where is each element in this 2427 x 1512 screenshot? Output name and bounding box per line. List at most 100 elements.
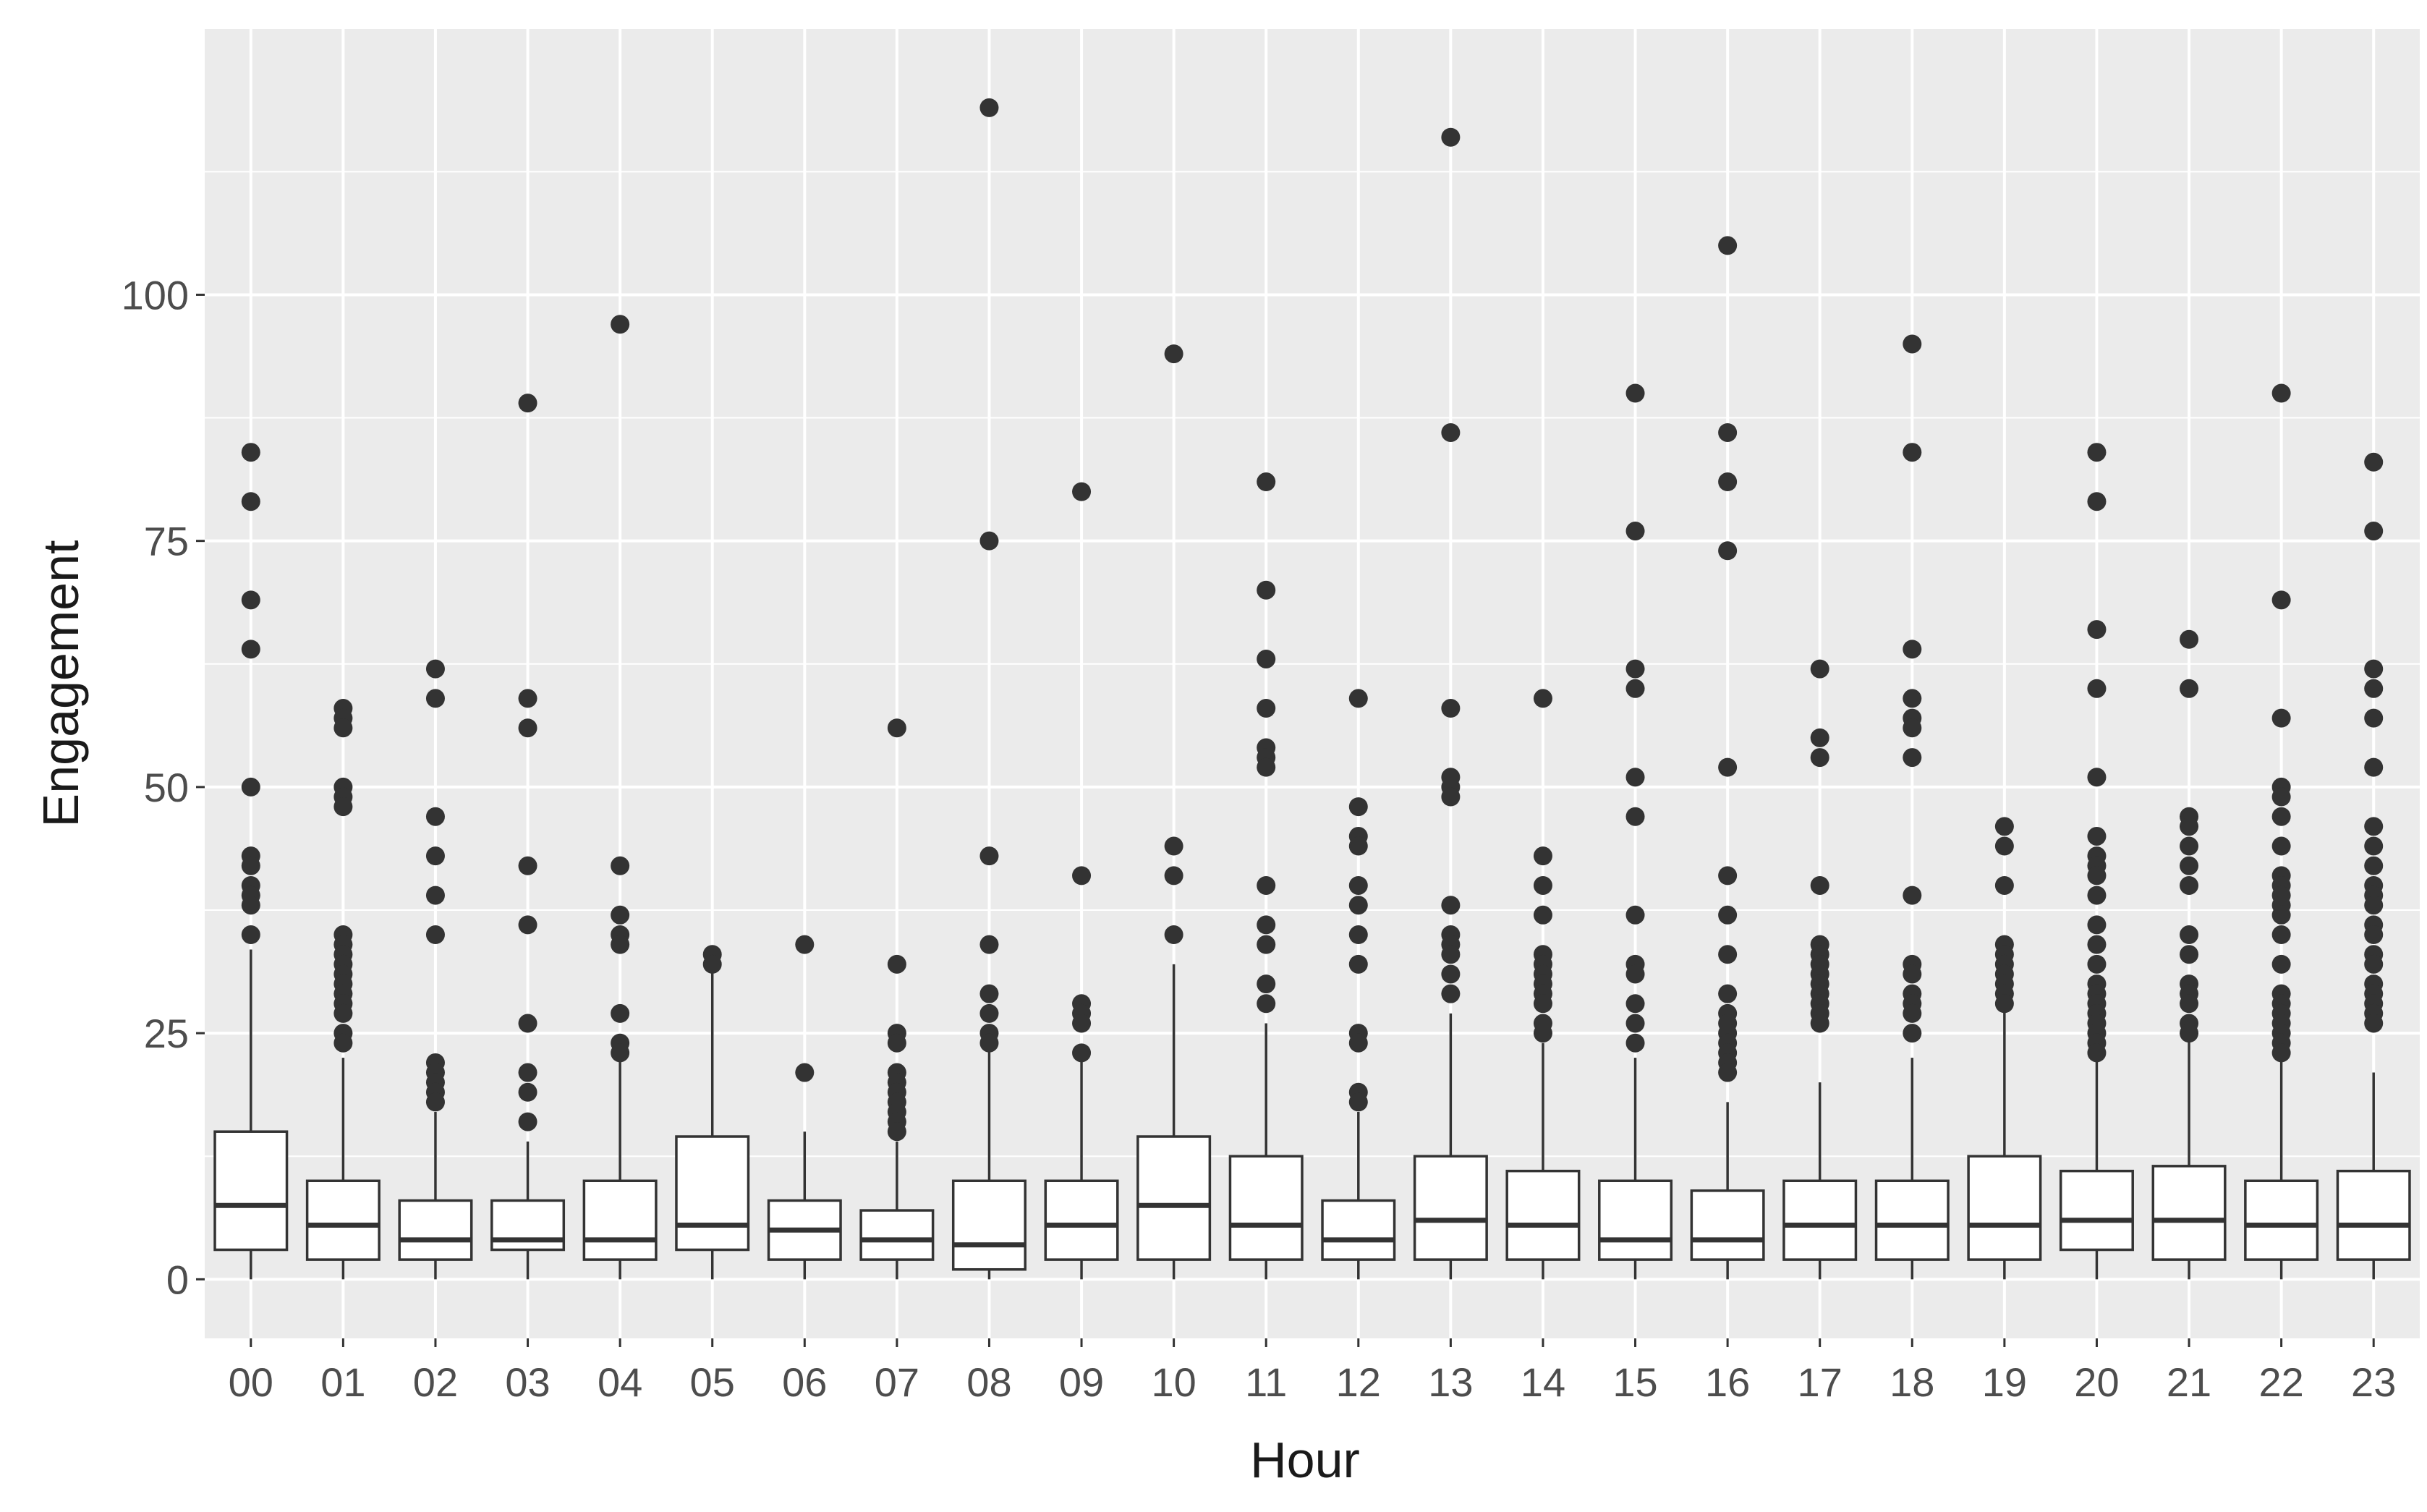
outlier-point [1072,866,1092,885]
box-hour-22 [2244,383,2319,1280]
x-tick-label: 11 [1245,1359,1287,1405]
outlier-point [2180,856,2199,875]
outlier-point [241,777,260,797]
outlier-point [611,905,630,925]
outlier-point [241,443,260,462]
outlier-point [1625,522,1645,541]
box-hour-21 [2151,629,2227,1280]
iqr-box [1598,1179,1673,1261]
x-tick-label: 03 [505,1359,550,1405]
box-hour-01 [305,699,381,1280]
outlier-point [887,718,906,738]
box-hour-20 [2059,443,2134,1280]
outlier-point [1718,945,1738,964]
outlier-point [1348,797,1368,817]
x-tick-label: 22 [2258,1359,2303,1405]
iqr-box [675,1135,750,1252]
outlier-point [1164,344,1183,364]
outlier-point [1348,1033,1368,1053]
outlier-point [2087,443,2107,462]
outlier-point [1441,984,1461,1003]
box-hour-11 [1228,472,1304,1280]
x-axis: 00 01 02 03 04 05 06 07 08 09 10 11 12 13 14 15 16 17 18 19… [229,1338,2396,1405]
outlier-point [2087,768,2107,787]
outlier-point [1164,925,1183,945]
outlier-point [1903,443,1922,462]
outlier-point [611,315,630,334]
outlier-point [1625,679,1645,698]
outlier-point [1903,1024,1922,1043]
outlier-point [2364,896,2384,915]
outlier-point [2087,954,2107,974]
outlier-point [425,1092,445,1112]
outlier-point [2087,1043,2107,1063]
iqr-box [2059,1169,2134,1252]
box-hour-03 [490,394,566,1280]
outlier-point [1441,422,1461,442]
box-hour-07 [859,718,935,1280]
outlier-point [1810,875,1829,895]
outlier-point [1164,836,1183,856]
outlier-point [2180,679,2199,698]
iqr-box [582,1179,658,1261]
outlier-point [1348,954,1368,974]
outlier-point [1625,905,1645,925]
outlier-point [2271,954,2291,974]
outlier-point [1625,1014,1645,1033]
iqr-box [1321,1199,1396,1261]
box-hour-23 [2336,452,2411,1280]
box-hour-16 [1690,236,1765,1280]
box-hour-17 [1782,659,1858,1280]
box-hour-08 [951,98,1027,1280]
outlier-point [2180,875,2199,895]
outlier-point [518,1063,537,1082]
outlier-point [1164,866,1183,885]
outlier-point [1625,807,1645,826]
box-hour-04 [582,315,658,1280]
box-hour-15 [1598,383,1673,1280]
outlier-point [1441,896,1461,915]
outlier-point [702,954,722,974]
x-tick-label: 18 [1890,1359,1934,1405]
x-tick-label: 04 [598,1359,642,1405]
outlier-point [2364,925,2384,945]
outlier-point [2364,659,2384,679]
outlier-point [1441,964,1461,984]
box-hour-13 [1413,127,1488,1280]
outlier-point [1718,541,1738,561]
x-tick-label: 13 [1428,1359,1473,1405]
x-axis-title: Hour [1250,1432,1360,1488]
outlier-point [1903,1003,1922,1023]
outlier-point [1533,875,1552,895]
outlier-point [611,1003,630,1023]
outlier-point [2271,1043,2291,1063]
outlier-point [1625,1033,1645,1053]
iqr-box [1228,1155,1304,1261]
box-hour-14 [1505,689,1581,1280]
outlier-point [241,856,260,875]
outlier-point [241,492,260,511]
x-tick-label: 16 [1705,1359,1750,1405]
outlier-point [518,915,537,935]
outlier-point [2087,679,2107,698]
outlier-point [1533,1024,1552,1043]
outlier-point [2364,836,2384,856]
outlier-point [1625,768,1645,787]
box-series [213,98,2411,1280]
x-tick-label: 14 [1521,1359,1565,1405]
outlier-point [1348,875,1368,895]
x-tick-label: 09 [1059,1359,1104,1405]
x-tick-label: 19 [1982,1359,2027,1405]
outlier-point [2087,866,2107,885]
outlier-point [2271,807,2291,826]
outlier-point [425,846,445,866]
outlier-point [333,1033,353,1053]
outlier-point [425,925,445,945]
outlier-point [1718,1063,1738,1082]
x-tick-label: 21 [2167,1359,2211,1405]
outlier-point [241,590,260,610]
box-hour-02 [398,659,473,1280]
outlier-point [333,1003,353,1023]
outlier-point [2364,452,2384,472]
box-hour-10 [1136,344,1212,1280]
